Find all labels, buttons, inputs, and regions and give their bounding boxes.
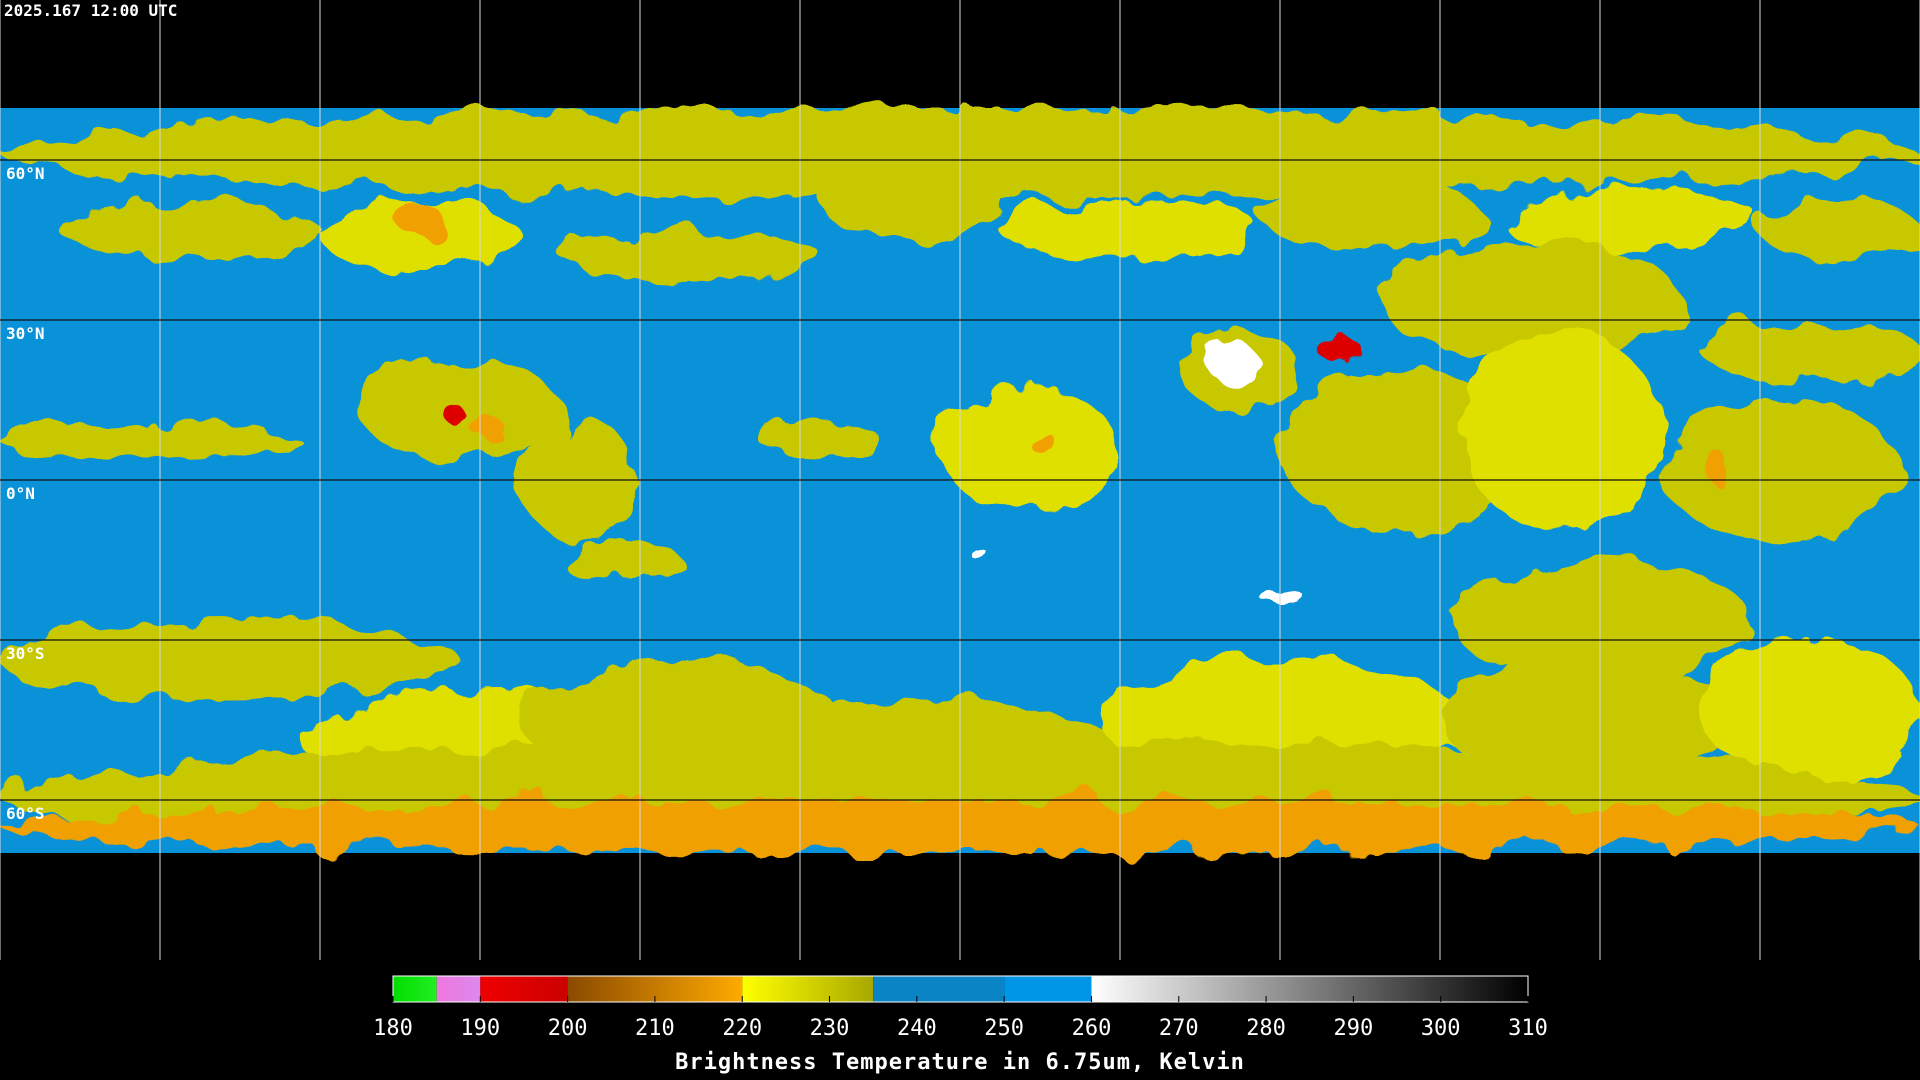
colorbar-tick-label: 210 [635, 1016, 675, 1041]
colorbar-tick-label: 270 [1159, 1016, 1199, 1041]
cloud [1280, 370, 1520, 530]
colorbar-tick-label: 230 [810, 1016, 850, 1041]
colorbar-tick-label: 190 [460, 1016, 500, 1041]
cloud [1760, 200, 1920, 260]
colorbar-frame [392, 975, 1529, 1003]
cloud [560, 230, 820, 280]
colorbar-tick-label: 310 [1508, 1016, 1548, 1041]
colorbar-label: Brightness Temperature in 6.75um, Kelvin [675, 1050, 1245, 1075]
cloud [1000, 200, 1260, 260]
cold-top [476, 416, 504, 444]
cold-top [1322, 332, 1358, 368]
colorbar-tick-label: 240 [897, 1016, 937, 1041]
cloud [940, 390, 1120, 510]
colorbar-segment [873, 976, 1005, 1002]
colorbar-segment [436, 976, 481, 1002]
graticule: 60°N 30°N 0°N 30°S 60°S [0, 0, 1920, 960]
cloud [0, 420, 300, 460]
colorbar-tick-label: 220 [722, 1016, 762, 1041]
cloud [1260, 180, 1480, 250]
colorbar-segment [480, 976, 568, 1002]
colorbar-segment [742, 976, 874, 1002]
cloud [1700, 320, 1920, 380]
colorbar-tick-label: 250 [984, 1016, 1024, 1041]
very-dry [1204, 340, 1256, 380]
cold-top [1706, 456, 1734, 484]
cold-top [450, 410, 470, 430]
colorbar-tick-label: 290 [1334, 1016, 1374, 1041]
cloud [560, 540, 680, 580]
colorbar-tick-label: 200 [548, 1016, 588, 1041]
cloud [1380, 240, 1680, 360]
cloud [0, 620, 460, 700]
cloud [60, 200, 320, 260]
colorbar-segment [393, 976, 437, 1002]
cloud [1700, 640, 1920, 780]
cloud [760, 420, 880, 460]
latitude-label: 30°S [6, 644, 45, 663]
latitude-label: 60°N [6, 164, 45, 183]
colorbar-tick-label: 280 [1246, 1016, 1286, 1041]
cloud [1500, 190, 1760, 250]
cloud [1660, 400, 1900, 540]
cloud [820, 160, 1000, 240]
cold-top [1028, 428, 1052, 452]
colorbar-segment [1004, 976, 1092, 1002]
latitude-label: 30°N [6, 324, 45, 343]
colorbar-tick-label: 300 [1421, 1016, 1461, 1041]
cloud [1440, 660, 1740, 780]
colorbar-segment [1091, 976, 1528, 1002]
cloud [1460, 330, 1660, 530]
colorbar: 180 190 200 210 220 230 240 250 260 270 280 290 300 3… [373, 975, 1548, 1041]
colorbar-tick-label: 180 [373, 1016, 413, 1041]
timestamp: 2025.167 12:00 UTC [4, 1, 177, 20]
latitude-label: 0°N [6, 484, 35, 503]
very-dry [972, 549, 988, 561]
latitude-label: 60°S [6, 804, 45, 823]
cold-top [400, 200, 440, 240]
colorbar-tick-label: 260 [1072, 1016, 1112, 1041]
